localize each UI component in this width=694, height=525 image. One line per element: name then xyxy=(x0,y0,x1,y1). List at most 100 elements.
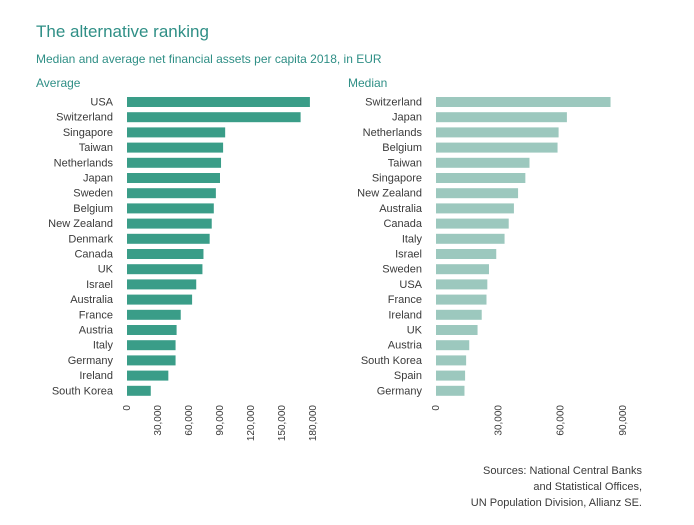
median-category-label: Taiwan xyxy=(388,157,422,169)
average-bar xyxy=(127,157,222,168)
average-bar xyxy=(127,203,214,214)
average-bar xyxy=(127,218,212,229)
median-bar xyxy=(436,188,519,199)
median-category-label: Ireland xyxy=(388,309,422,321)
source-line-1: Sources: National Central Banks xyxy=(483,465,642,477)
average-category-label: Australia xyxy=(70,294,114,306)
median-bar xyxy=(436,294,487,305)
average-panel-title: Average xyxy=(36,76,81,90)
average-category-label: Netherlands xyxy=(54,157,114,169)
average-bar xyxy=(127,264,203,275)
average-category-label: Denmark xyxy=(68,233,113,245)
median-bar xyxy=(436,264,489,275)
median-bar xyxy=(436,279,488,290)
average-bar xyxy=(127,294,193,305)
median-tick-label: 30,000 xyxy=(493,405,504,436)
average-bar xyxy=(127,112,301,123)
median-category-label: Australia xyxy=(379,203,423,215)
average-bar xyxy=(127,370,169,381)
chart-title: The alternative ranking xyxy=(36,22,209,41)
median-category-label: Netherlands xyxy=(363,127,423,139)
median-bar xyxy=(436,355,467,366)
average-tick-label: 90,000 xyxy=(215,405,226,436)
median-category-label: Canada xyxy=(383,218,422,230)
average-tick-label: 180,000 xyxy=(308,405,319,442)
source-note: Sources: National Central Banks and Stat… xyxy=(471,463,642,511)
median-bar xyxy=(436,203,514,214)
average-category-label: USA xyxy=(90,97,113,109)
median-bar xyxy=(436,249,497,259)
average-category-label: Germany xyxy=(68,355,114,367)
average-category-label: Taiwan xyxy=(79,142,113,154)
average-tick-label: 30,000 xyxy=(153,405,164,436)
median-category-label: Germany xyxy=(377,385,423,397)
average-bar xyxy=(127,309,181,320)
average-bar xyxy=(127,173,220,183)
median-category-label: Spain xyxy=(394,370,422,382)
median-category-label: USA xyxy=(399,279,422,291)
median-panel-title: Median xyxy=(348,76,388,90)
average-category-label: Ireland xyxy=(79,370,113,382)
average-bar xyxy=(127,355,176,366)
median-bar xyxy=(436,142,558,153)
average-category-label: Switzerland xyxy=(56,112,113,124)
average-category-label: Singapore xyxy=(63,127,113,139)
average-bar xyxy=(127,97,310,107)
average-category-label: Belgium xyxy=(73,203,113,215)
median-category-label: Israel xyxy=(395,249,422,261)
average-category-label: Israel xyxy=(86,279,113,291)
average-bar xyxy=(127,325,177,335)
median-category-label: Italy xyxy=(402,233,423,245)
average-tick-label: 150,000 xyxy=(277,405,288,442)
source-line-3: UN Population Division, Allianz SE. xyxy=(470,497,642,509)
median-bar xyxy=(436,340,470,351)
median-category-label: Japan xyxy=(392,112,422,124)
median-tick-label: 90,000 xyxy=(618,405,629,436)
average-bar xyxy=(127,127,226,138)
median-tick-label: 0 xyxy=(431,405,442,411)
median-category-label: Belgium xyxy=(382,142,422,154)
average-category-label: Austria xyxy=(79,325,114,337)
average-category-label: UK xyxy=(98,264,114,276)
average-bar xyxy=(127,340,176,351)
average-tick-label: 0 xyxy=(122,405,133,411)
average-category-label: Sweden xyxy=(73,188,113,200)
average-bar xyxy=(127,279,197,290)
median-bar xyxy=(436,233,505,244)
median-bar xyxy=(436,112,567,123)
average-category-label: France xyxy=(79,309,113,321)
median-tick-label: 60,000 xyxy=(556,405,567,436)
average-category-label: Canada xyxy=(74,249,113,261)
average-category-label: Italy xyxy=(93,340,114,352)
chart-subtitle: Median and average net financial assets … xyxy=(36,52,382,66)
source-line-2: and Statistical Offices, xyxy=(533,481,642,493)
average-category-label: New Zealand xyxy=(48,218,113,230)
average-tick-label: 60,000 xyxy=(184,405,195,436)
median-bar xyxy=(436,97,611,107)
median-bar xyxy=(436,370,466,381)
average-category-label: South Korea xyxy=(52,385,114,397)
median-bar xyxy=(436,309,482,320)
average-bar xyxy=(127,233,210,244)
median-category-label: UK xyxy=(407,325,423,337)
median-category-label: Austria xyxy=(388,340,423,352)
median-category-label: Switzerland xyxy=(365,97,422,109)
median-category-label: France xyxy=(388,294,422,306)
median-bar xyxy=(436,127,559,138)
median-bar xyxy=(436,218,509,229)
average-category-label: Japan xyxy=(83,173,113,185)
median-bar xyxy=(436,385,465,396)
median-bar xyxy=(436,325,478,335)
average-bar xyxy=(127,249,204,259)
average-bar xyxy=(127,142,224,153)
average-tick-label: 120,000 xyxy=(246,405,257,442)
average-bar xyxy=(127,188,216,199)
median-category-label: Sweden xyxy=(382,264,422,276)
median-category-label: New Zealand xyxy=(357,188,422,200)
median-category-label: Singapore xyxy=(372,173,422,185)
average-bar xyxy=(127,385,151,396)
median-category-label: South Korea xyxy=(361,355,423,367)
median-bar xyxy=(436,173,526,183)
